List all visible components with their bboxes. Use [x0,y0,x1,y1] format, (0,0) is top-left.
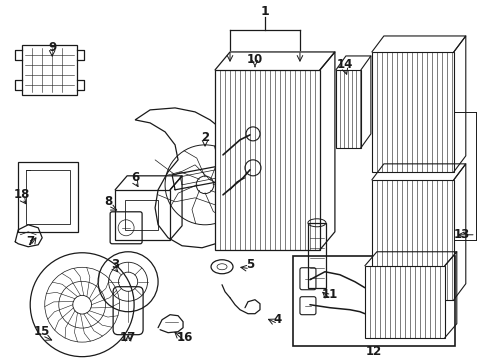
Text: 1: 1 [261,5,270,18]
Text: 9: 9 [48,41,56,54]
Text: 6: 6 [131,171,139,184]
Text: 16: 16 [177,331,193,344]
Bar [22,45,77,95]
Bar [115,190,170,240]
Text: 15: 15 [34,325,50,338]
Bar [18,162,78,232]
Text: 14: 14 [337,58,353,71]
Bar [372,180,454,300]
Bar [308,223,326,288]
Bar [365,266,445,338]
Text: 10: 10 [247,53,263,67]
Text: 12: 12 [366,345,382,358]
Text: 5: 5 [246,258,254,271]
Bar [372,52,454,172]
Text: 8: 8 [104,195,112,208]
Bar [215,70,320,250]
Text: 17: 17 [120,331,136,344]
Bar [125,200,158,230]
Text: 11: 11 [322,288,338,301]
Bar [26,170,70,224]
Bar [293,256,455,346]
Text: 2: 2 [201,131,209,144]
Text: 4: 4 [274,313,282,326]
Text: 7: 7 [26,235,34,248]
Text: 13: 13 [454,228,470,241]
Bar [336,70,361,148]
Text: 18: 18 [14,188,30,201]
Text: 3: 3 [111,258,119,271]
